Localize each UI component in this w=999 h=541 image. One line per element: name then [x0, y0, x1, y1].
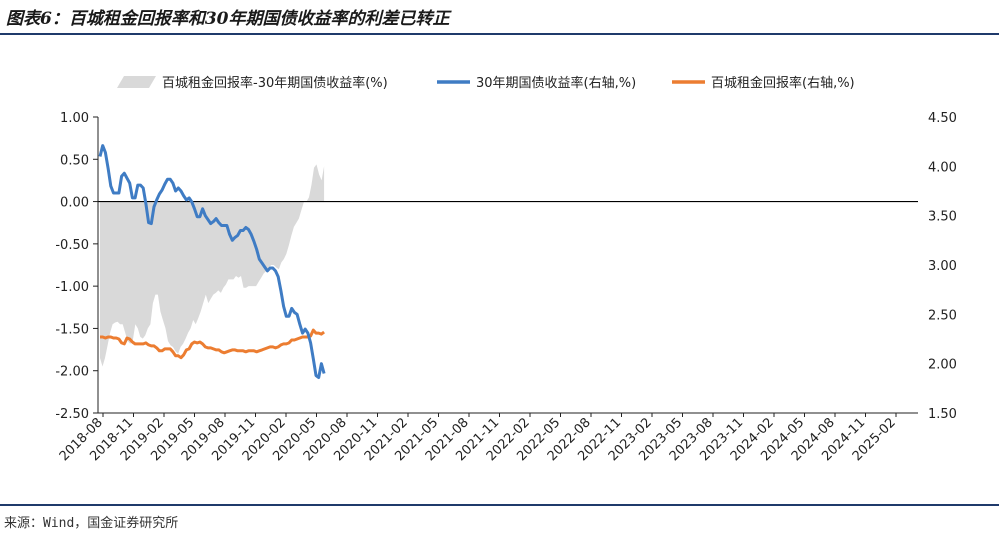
- left-tick-label: 1.00: [60, 111, 89, 126]
- left-tick-label: -1.50: [55, 322, 89, 337]
- legend-swatch-spread: [117, 76, 156, 88]
- spread-area-layer: [100, 164, 325, 367]
- chart-legend: 百城租金回报率-30年期国债收益率(%) 30年期国债收益率(右轴,%) 百城租金回…: [117, 75, 855, 91]
- right-tick-label: 4.50: [928, 111, 957, 126]
- source-note: 来源：Wind，国金证券研究所: [4, 516, 179, 531]
- dual-axis-chart: 百城租金回报率-30年期国债收益率(%) 30年期国债收益率(右轴,%) 百城租金回…: [55, 75, 957, 464]
- right-tick-label: 3.00: [928, 259, 957, 274]
- legend-label-spread: 百城租金回报率-30年期国债收益率(%): [162, 75, 388, 91]
- rent-yield-line: [100, 328, 325, 360]
- right-tick-label: 4.00: [928, 160, 957, 175]
- legend-label-bond: 30年期国债收益率(右轴,%): [476, 75, 636, 91]
- left-tick-label: -1.00: [55, 280, 89, 295]
- figure-title: 图表6：百城租金回报率和30年期国债收益率的利差已转正: [6, 9, 450, 29]
- bottom-rule: [0, 504, 999, 506]
- right-tick-label: 1.50: [928, 407, 957, 422]
- left-tick-label: -0.50: [55, 238, 89, 253]
- bond-yield-line: [98, 144, 326, 379]
- legend-label-rent: 百城租金回报率(右轴,%): [711, 75, 855, 91]
- right-tick-label: 2.00: [928, 358, 957, 373]
- right-tick-label: 3.50: [928, 210, 957, 225]
- spread-area: [100, 164, 325, 367]
- title-rule: [0, 33, 999, 35]
- left-tick-label: 0.50: [60, 153, 89, 168]
- right-tick-label: 2.50: [928, 308, 957, 323]
- line-layer: [98, 144, 326, 379]
- left-tick-label: -2.00: [55, 365, 89, 380]
- left-tick-label: -2.50: [55, 407, 89, 422]
- left-tick-label: 0.00: [60, 196, 89, 211]
